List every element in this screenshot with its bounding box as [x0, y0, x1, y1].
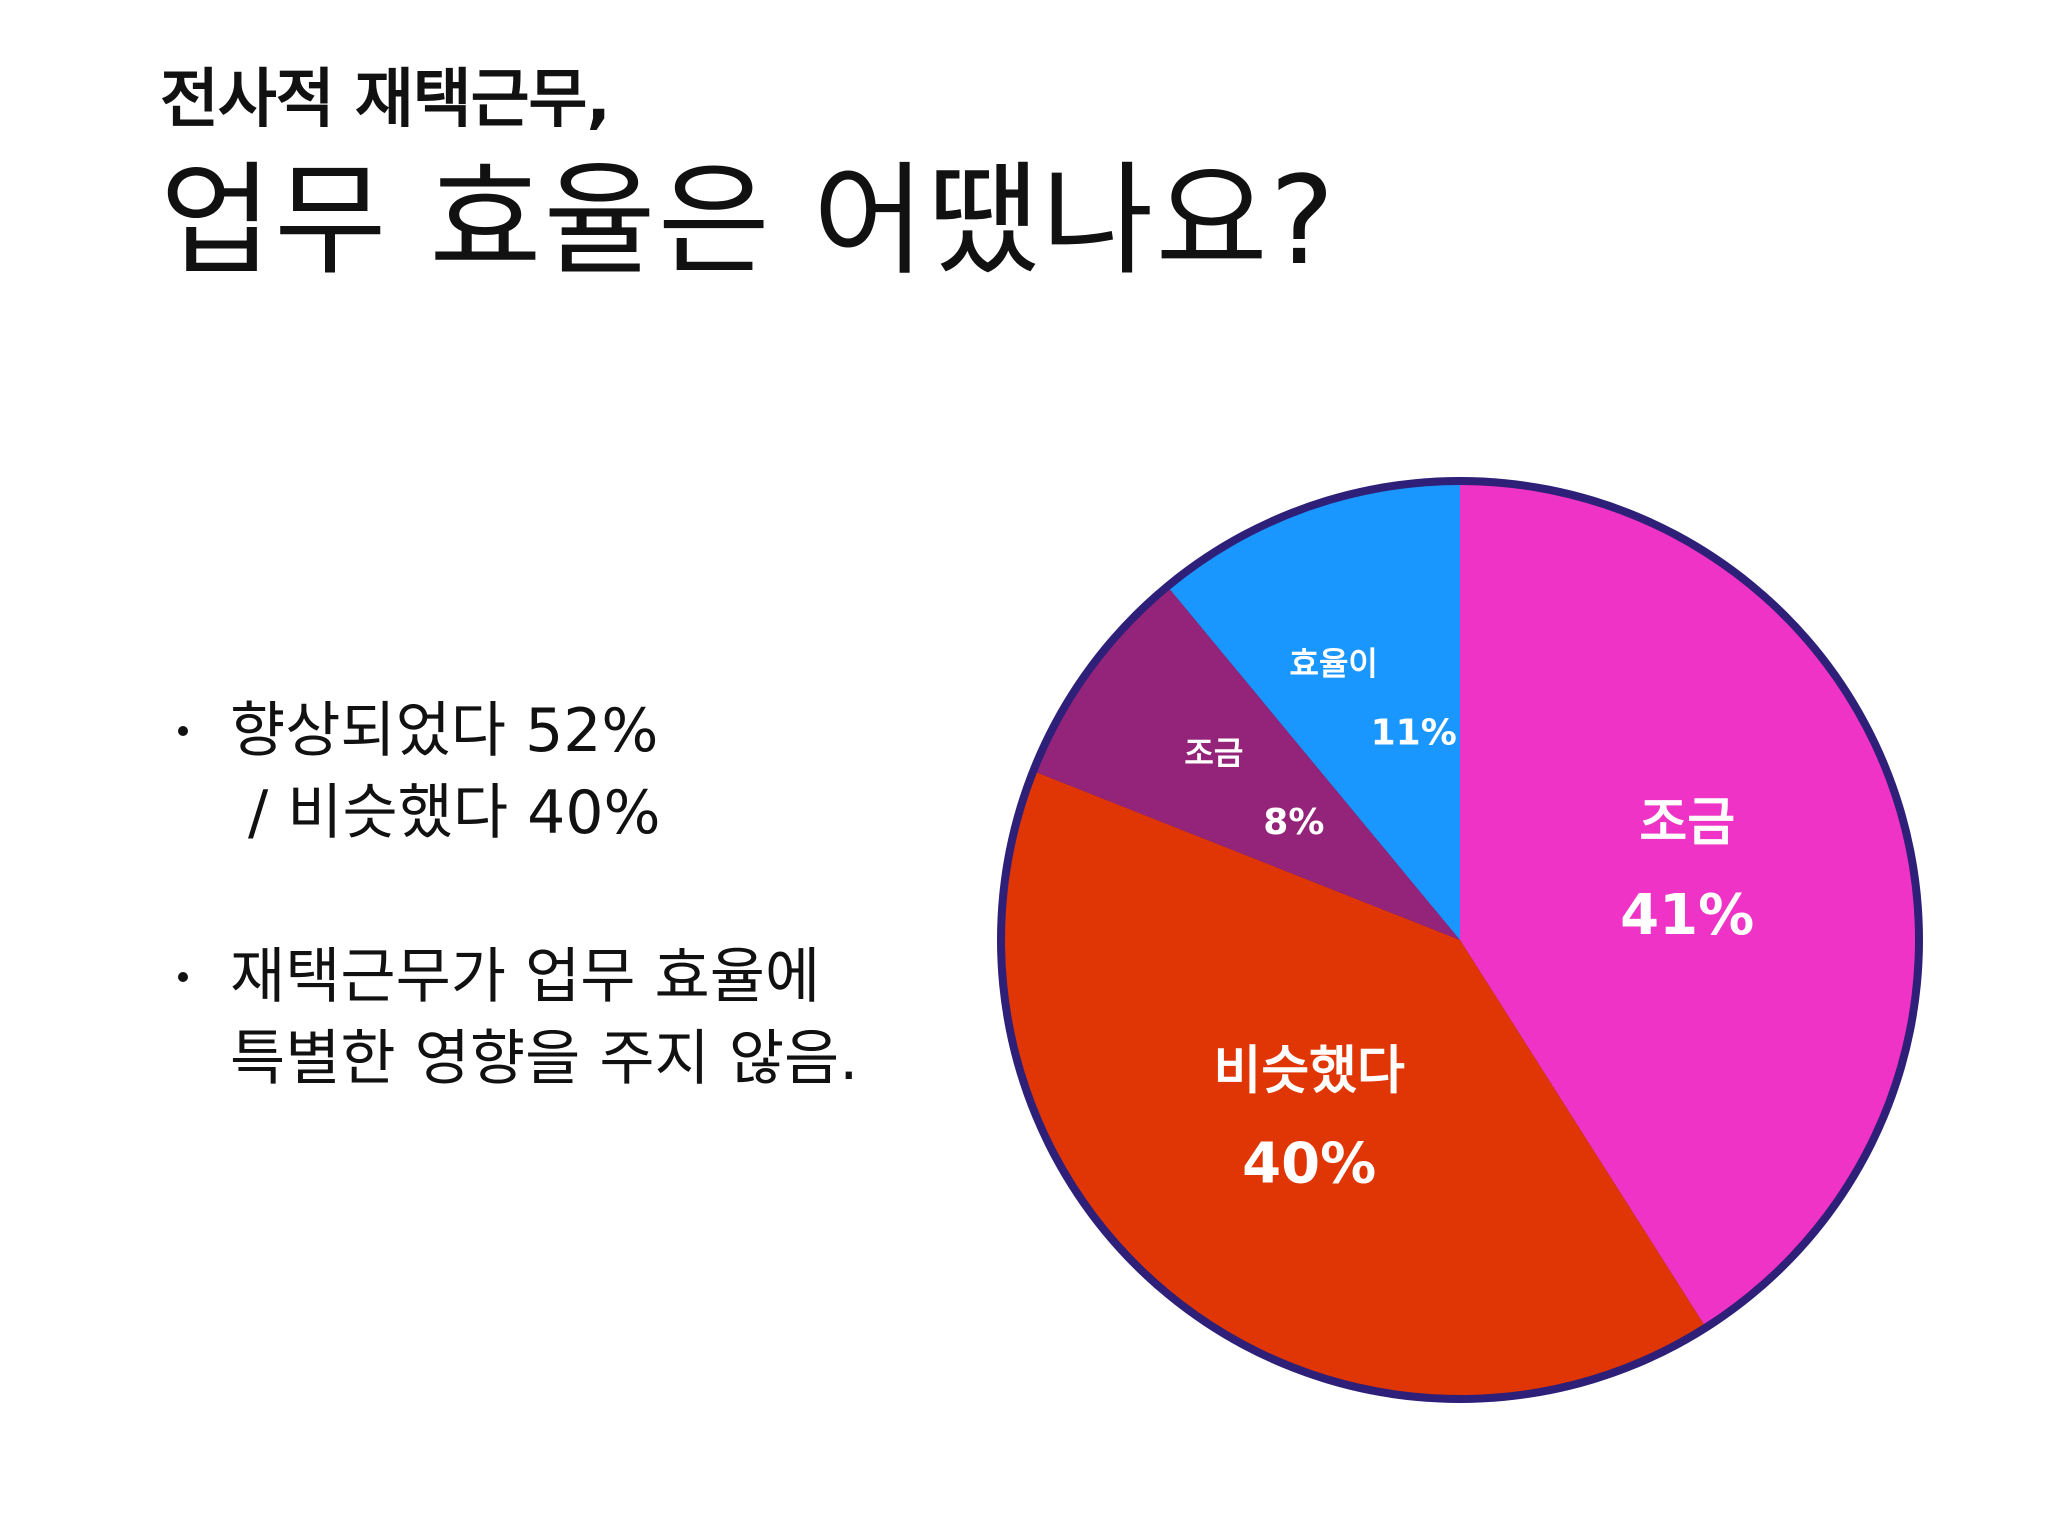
pie-percent-0: 41%	[1620, 883, 1754, 948]
pie-chart: 조금 41% 비슷했다 40% 조금 8% 효율이 11%	[997, 477, 1923, 1403]
pie-label-3: 효율이	[1290, 644, 1378, 682]
slide-title-light: 업무 효율은 어땠나요?	[160, 150, 1337, 292]
pie-percent-1: 40%	[1242, 1131, 1376, 1196]
bullet-1-line-2: / 비슷했다 40%	[248, 778, 661, 848]
pie-slice-0	[1460, 485, 1915, 1325]
bullet-2-line-2: 특별한 영향을 주지 않음.	[230, 1024, 859, 1094]
slide-title-bold: 전사적 재택근무,	[160, 63, 611, 137]
pie-label-2: 조금	[1184, 734, 1243, 772]
bullet-dot	[178, 726, 188, 736]
pie-percent-2: 8%	[1263, 802, 1324, 843]
bullet-item-conclusion: 재택근무가 업무 효율에 특별한 영향을 주지 않음.	[170, 936, 990, 1100]
pie-slice-3	[1169, 485, 1460, 940]
pie-slice-1	[1005, 772, 1704, 1395]
pie-label-0: 조금	[1639, 793, 1735, 853]
bullet-2-line-1: 재택근무가 업무 효율에	[230, 942, 821, 1012]
bullet-item-efficiency: 향상되었다 52% / 비슷했다 40%	[170, 690, 990, 854]
bullet-list: 향상되었다 52% / 비슷했다 40% 재택근무가 업무 효율에 특별한 영향…	[170, 690, 990, 1182]
pie-label-1: 비슷했다	[1213, 1041, 1405, 1101]
bullet-dot	[178, 972, 188, 982]
bullet-1-line-1: 향상되었다 52%	[230, 696, 659, 766]
pie-percent-3: 11%	[1371, 712, 1457, 753]
pie-slice-2	[1036, 589, 1460, 940]
